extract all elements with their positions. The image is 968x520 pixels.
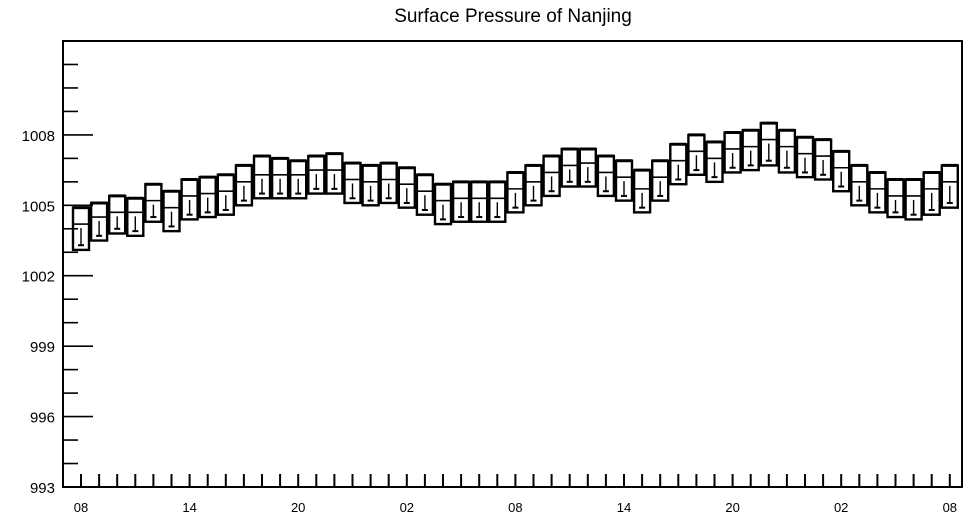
box-mark	[560, 147, 579, 188]
box-mark	[180, 177, 199, 221]
box-mark	[71, 206, 91, 252]
box-mark	[813, 138, 833, 181]
x-tick-label: 20	[725, 500, 739, 515]
box-mark	[904, 177, 923, 221]
plot-frame	[62, 40, 963, 488]
y-tick-label: 999	[30, 339, 55, 356]
box-mark	[144, 182, 163, 223]
y-tick-label: 996	[30, 410, 55, 427]
box-mark	[451, 180, 471, 223]
box-mark	[922, 170, 941, 216]
box-series	[71, 121, 959, 252]
box-mark	[777, 128, 797, 174]
box-mark	[126, 196, 145, 238]
box-mark	[940, 163, 959, 209]
box-mark	[343, 161, 362, 205]
y-tick-label: 1005	[22, 198, 55, 215]
box-mark	[162, 189, 181, 233]
box-mark	[687, 133, 706, 176]
box-mark	[470, 180, 489, 223]
box-mark	[415, 173, 435, 216]
y-axis: 993 996 999 1002 1005 1008	[22, 40, 93, 497]
box-mark	[252, 154, 272, 200]
box-mark	[542, 154, 561, 198]
box-mark	[886, 177, 905, 219]
x-tick-label: 08	[74, 500, 88, 515]
box-mark	[832, 149, 851, 193]
box-mark	[596, 154, 616, 198]
y-tick-label: 1008	[22, 128, 55, 145]
box-mark	[198, 175, 217, 219]
box-mark	[759, 121, 778, 167]
box-mark	[614, 159, 634, 202]
y-tick-label: 993	[30, 480, 55, 497]
box-mark	[632, 168, 652, 214]
box-mark	[289, 159, 308, 200]
box-mark	[795, 135, 815, 179]
box-mark	[379, 161, 398, 205]
box-mark	[705, 140, 724, 184]
box-mark	[488, 180, 507, 223]
box-mark	[868, 170, 887, 214]
x-axis: 08 14 20 02 08 14 20 02 08	[74, 474, 957, 515]
box-mark	[524, 163, 543, 207]
box-mark	[506, 170, 525, 214]
box-mark	[361, 163, 380, 207]
y-tick-label: 1002	[22, 269, 55, 286]
box-mark	[307, 154, 326, 195]
box-mark	[397, 166, 416, 209]
box-mark	[741, 128, 760, 172]
x-tick-label: 20	[291, 500, 305, 515]
box-mark	[850, 163, 869, 207]
x-tick-label: 14	[617, 500, 631, 515]
box-mark	[578, 147, 597, 188]
x-tick-label: 08	[943, 500, 957, 515]
box-mark	[651, 159, 670, 202]
chart-title: Surface Pressure of Nanjing	[394, 6, 632, 27]
box-mark	[669, 142, 688, 186]
box-mark	[433, 182, 453, 226]
x-tick-label: 14	[182, 500, 196, 515]
box-mark	[107, 194, 127, 235]
x-tick-label: 02	[834, 500, 848, 515]
box-mark	[216, 173, 236, 216]
x-tick-label: 08	[508, 500, 522, 515]
box-mark	[234, 163, 254, 207]
box-mark	[89, 201, 109, 242]
box-mark	[723, 131, 742, 174]
box-mark	[270, 156, 290, 200]
x-tick-label: 02	[400, 500, 414, 515]
box-mark	[325, 152, 344, 195]
